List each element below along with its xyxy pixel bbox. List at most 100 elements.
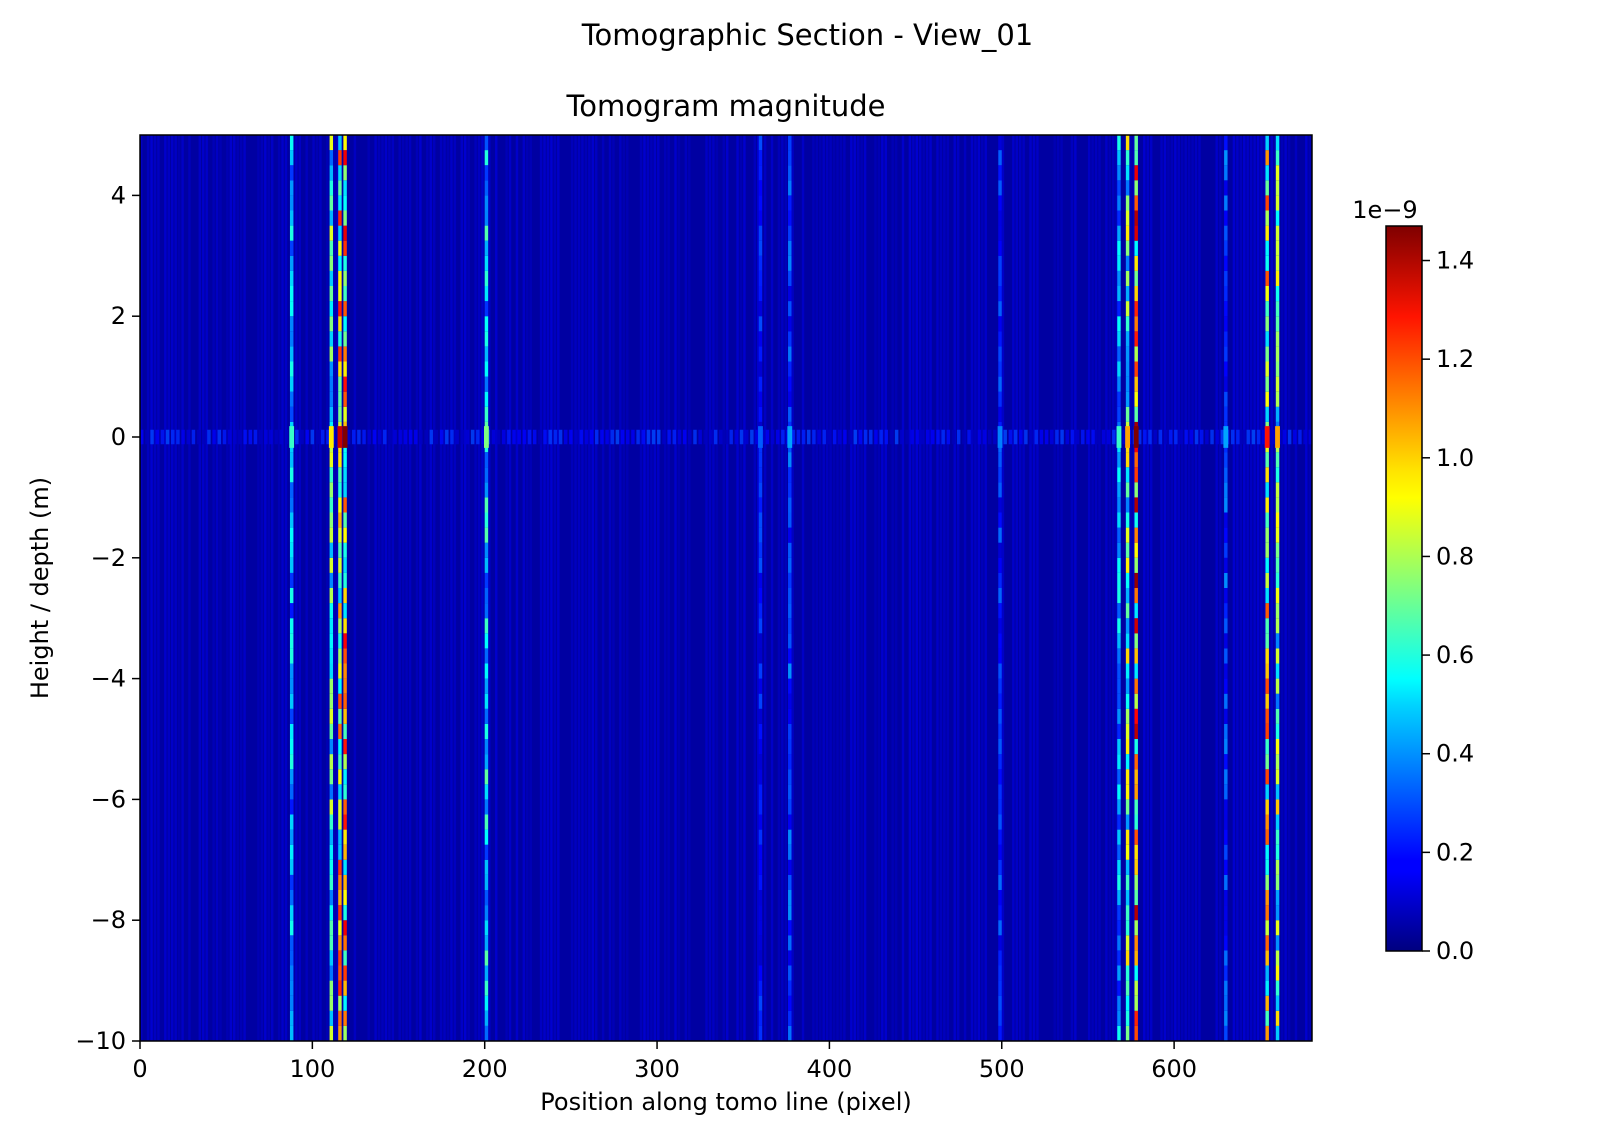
heatmap-row-segment: [165, 429, 170, 445]
heatmap-cell: [758, 980, 763, 996]
heatmap-cell: [484, 663, 489, 679]
heatmap-cell: [329, 572, 334, 588]
heatmap-row-segment: [729, 429, 733, 445]
heatmap-cell: [1265, 255, 1269, 271]
heatmap-cell: [1275, 180, 1280, 196]
heatmap-cell: [1275, 920, 1280, 936]
heatmap-row-segment: [367, 429, 371, 445]
heatmap-cell: [343, 331, 347, 347]
heatmap-cell: [1265, 618, 1269, 634]
heatmap-column: [408, 135, 412, 1041]
heatmap-cell: [758, 512, 763, 528]
heatmap-cell: [289, 165, 294, 181]
chart-title: Tomogram magnitude: [566, 89, 886, 123]
heatmap-cell: [1265, 452, 1269, 468]
heatmap-column: [167, 135, 170, 1041]
heatmap-cell: [1275, 542, 1280, 558]
heatmap-cell: [1125, 572, 1130, 588]
heatmap-cell: [484, 1010, 489, 1026]
heatmap-column: [460, 135, 463, 1041]
heatmap-cell: [338, 874, 342, 890]
heatmap-row-segment: [1251, 429, 1256, 445]
heatmap-peak-cell: [1264, 426, 1270, 448]
heatmap-cell: [758, 286, 763, 302]
x-tick-label: 300: [634, 1055, 680, 1083]
heatmap-column: [1163, 135, 1167, 1041]
heatmap-cell: [1117, 844, 1121, 860]
heatmap-column: [739, 135, 743, 1041]
heatmap-row-segment: [900, 429, 904, 445]
heatmap-column: [1260, 135, 1263, 1041]
heatmap-cell: [998, 255, 1002, 271]
figure-suptitle: Tomographic Section - View_01: [581, 18, 1034, 52]
heatmap-cell: [343, 542, 347, 558]
heatmap-row-segment: [755, 429, 759, 445]
heatmap-cell: [1117, 633, 1121, 649]
heatmap-row-segment: [1230, 429, 1235, 445]
heatmap-cell: [343, 497, 347, 513]
heatmap-cell: [1134, 618, 1138, 634]
heatmap-cell: [1224, 255, 1228, 271]
heatmap-cell: [1275, 240, 1280, 256]
heatmap-peak-cell: [289, 426, 295, 448]
heatmap-row-segment: [460, 429, 465, 445]
heatmap-cell: [343, 452, 347, 468]
heatmap-cell: [1265, 512, 1269, 528]
heatmap-cell: [484, 150, 489, 166]
heatmap-cell: [343, 406, 347, 422]
heatmap-column: [584, 135, 588, 1041]
heatmap-cell: [758, 829, 763, 845]
heatmap-cell: [1275, 648, 1280, 664]
heatmap-cell: [329, 844, 334, 860]
heatmap-cell: [1265, 829, 1269, 845]
heatmap-cell: [1134, 165, 1138, 181]
heatmap-cell: [998, 572, 1002, 588]
heatmap-cell: [1134, 255, 1138, 271]
heatmap-bright-column: [289, 135, 295, 1041]
heatmap-column: [863, 135, 867, 1041]
heatmap-cell: [1265, 195, 1269, 211]
heatmap-cell: [338, 572, 342, 588]
heatmap-cell: [1134, 693, 1138, 709]
heatmap-cell: [788, 316, 792, 332]
heatmap-column: [171, 135, 174, 1041]
heatmap-column: [495, 135, 498, 1041]
heatmap-cell: [1275, 708, 1280, 724]
heatmap-cell: [1224, 935, 1228, 951]
heatmap-column: [726, 135, 729, 1041]
y-tick-label: −4: [91, 665, 126, 693]
heatmap-cell: [1275, 391, 1280, 407]
heatmap-cell: [343, 769, 347, 785]
heatmap-row-segment: [351, 429, 356, 445]
heatmap-cell: [343, 739, 347, 755]
heatmap-row-segment: [1086, 429, 1090, 445]
heatmap-cell: [338, 603, 342, 619]
heatmap-column: [929, 135, 932, 1041]
heatmap-cell: [484, 331, 489, 347]
heatmap-cell: [1224, 331, 1228, 347]
heatmap-row-segment: [874, 429, 878, 445]
heatmap-cell: [1134, 708, 1138, 724]
heatmap-row-segment: [1122, 429, 1126, 445]
heatmap-cell: [1265, 210, 1269, 226]
heatmap-cell: [1224, 829, 1228, 845]
heatmap-row-segment: [543, 429, 547, 445]
heatmap-cell: [1275, 361, 1280, 377]
heatmap-row-segment: [662, 429, 666, 445]
heatmap-cell: [1134, 316, 1138, 332]
heatmap-cell: [758, 165, 763, 181]
heatmap-cell: [1265, 331, 1269, 347]
heatmap-cell: [998, 995, 1002, 1011]
heatmap-column: [181, 135, 184, 1041]
heatmap-cell: [1224, 467, 1228, 483]
heatmap-row-segment: [610, 429, 614, 445]
heatmap-cell: [1125, 301, 1130, 317]
heatmap-cell: [1275, 195, 1280, 211]
heatmap-cell: [1265, 135, 1269, 151]
heatmap-cell: [329, 739, 334, 755]
heatmap-cell: [289, 482, 294, 498]
heatmap-cell: [1224, 482, 1228, 498]
heatmap-cell: [343, 965, 347, 981]
heatmap-cell: [484, 950, 489, 966]
heatmap-cell: [289, 210, 294, 226]
